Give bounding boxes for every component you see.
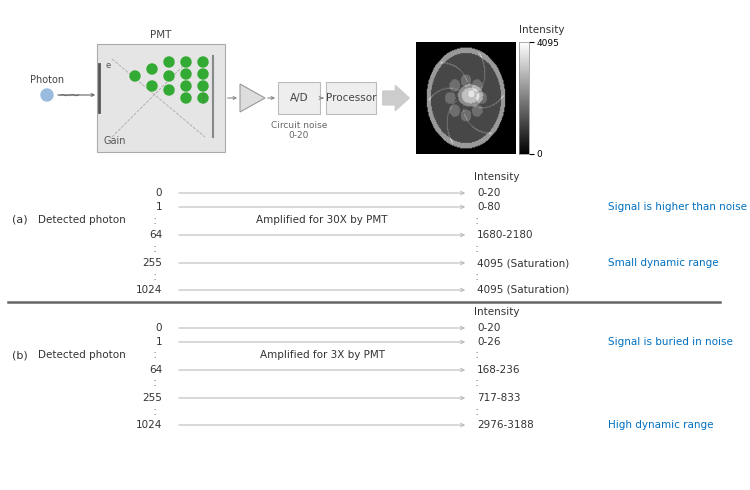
Text: 1680-2180: 1680-2180: [477, 230, 533, 240]
Text: 0-80: 0-80: [477, 202, 500, 212]
Text: :: :: [475, 214, 479, 226]
Text: ~: ~: [67, 88, 80, 102]
Text: 1024: 1024: [136, 420, 162, 430]
Text: :: :: [475, 348, 479, 362]
FancyBboxPatch shape: [326, 82, 376, 114]
Circle shape: [164, 85, 174, 95]
Text: :: :: [153, 242, 157, 254]
FancyArrowPatch shape: [382, 85, 410, 111]
Polygon shape: [240, 84, 265, 112]
Text: Signal is higher than noise: Signal is higher than noise: [608, 202, 747, 212]
Text: 0-20: 0-20: [289, 131, 309, 140]
Text: (b): (b): [12, 350, 28, 360]
Circle shape: [181, 69, 191, 79]
Text: Circuit noise: Circuit noise: [271, 121, 327, 130]
Circle shape: [198, 93, 208, 103]
Text: 717-833: 717-833: [477, 393, 520, 403]
Text: :: :: [153, 376, 157, 390]
Circle shape: [164, 57, 174, 67]
Circle shape: [198, 81, 208, 91]
Text: :: :: [153, 405, 157, 417]
Text: Processor: Processor: [326, 93, 376, 103]
Text: :: :: [475, 270, 479, 283]
Text: ~: ~: [57, 88, 70, 102]
Text: PMT: PMT: [150, 30, 172, 40]
Text: 4095 (Saturation): 4095 (Saturation): [477, 285, 569, 295]
Text: High dynamic range: High dynamic range: [608, 420, 713, 430]
Circle shape: [198, 57, 208, 67]
Circle shape: [198, 69, 208, 79]
Circle shape: [164, 71, 174, 81]
Text: Intensity: Intensity: [474, 307, 520, 317]
Text: :: :: [475, 405, 479, 417]
Text: Small dynamic range: Small dynamic range: [608, 258, 718, 268]
Circle shape: [181, 93, 191, 103]
Text: A/D: A/D: [290, 93, 308, 103]
Circle shape: [181, 57, 191, 67]
Text: 0: 0: [155, 188, 162, 198]
Text: 0-26: 0-26: [477, 337, 500, 347]
Text: 1: 1: [155, 337, 162, 347]
Text: Amplified for 30X by PMT: Amplified for 30X by PMT: [256, 215, 388, 225]
Text: 0: 0: [155, 323, 162, 333]
Text: 1024: 1024: [136, 285, 162, 295]
Text: Signal is buried in noise: Signal is buried in noise: [608, 337, 733, 347]
Text: 1: 1: [155, 202, 162, 212]
Text: 0-20: 0-20: [477, 188, 500, 198]
Circle shape: [147, 81, 157, 91]
Text: 255: 255: [142, 258, 162, 268]
Text: :: :: [153, 270, 157, 283]
Text: :: :: [475, 376, 479, 390]
Text: :: :: [153, 348, 157, 362]
FancyBboxPatch shape: [97, 44, 225, 152]
Text: e: e: [105, 62, 110, 71]
Circle shape: [41, 89, 53, 101]
Text: 64: 64: [148, 230, 162, 240]
Circle shape: [181, 81, 191, 91]
Text: :: :: [153, 214, 157, 226]
FancyBboxPatch shape: [278, 82, 320, 114]
Text: 4095 (Saturation): 4095 (Saturation): [477, 258, 569, 268]
Text: 168-236: 168-236: [477, 365, 520, 375]
Text: 0-20: 0-20: [477, 323, 500, 333]
Text: 2976-3188: 2976-3188: [477, 420, 534, 430]
Text: (a): (a): [12, 215, 28, 225]
Circle shape: [147, 64, 157, 74]
Text: Detected photon: Detected photon: [38, 215, 126, 225]
Text: Intensity: Intensity: [474, 172, 520, 182]
Text: Detected photon: Detected photon: [38, 350, 126, 360]
Text: 64: 64: [148, 365, 162, 375]
Text: Intensity: Intensity: [519, 25, 565, 35]
Text: Amplified for 3X by PMT: Amplified for 3X by PMT: [260, 350, 385, 360]
Circle shape: [130, 71, 140, 81]
Text: Photon: Photon: [30, 75, 64, 85]
Text: 255: 255: [142, 393, 162, 403]
Text: Gain: Gain: [103, 136, 125, 146]
Text: :: :: [475, 242, 479, 254]
